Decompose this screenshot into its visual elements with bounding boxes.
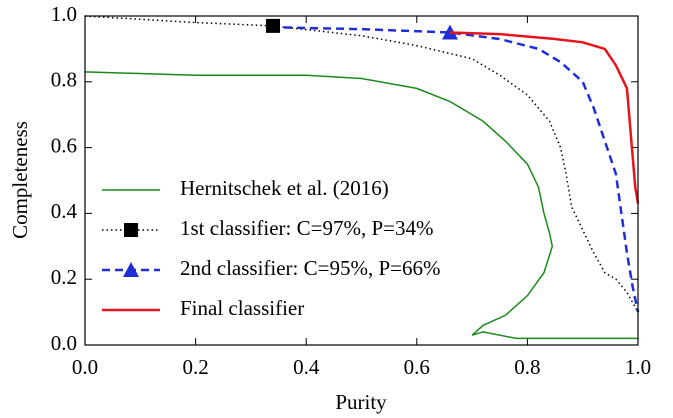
x-tick-label: 0.6 — [404, 355, 430, 379]
marker — [123, 262, 139, 277]
x-tick-label: 0.0 — [72, 355, 98, 379]
legend-label: Hernitschek et al. (2016) — [180, 176, 389, 200]
legend-label: Final classifier — [180, 296, 304, 320]
y-tick-label: 0.4 — [51, 199, 78, 223]
y-axis-label: Completeness — [8, 121, 32, 239]
legend-label: 2nd classifier: C=95%, P=66% — [180, 256, 441, 280]
x-axis-label: Purity — [335, 390, 387, 414]
series-line — [449, 31, 640, 204]
y-tick-label: 0.8 — [51, 68, 77, 92]
y-tick-label: 0.6 — [51, 133, 77, 157]
legend-label: 1st classifier: C=97%, P=34% — [180, 216, 434, 240]
plot-frame — [84, 15, 639, 346]
x-tick-label: 0.2 — [182, 355, 208, 379]
x-tick-label: 0.4 — [293, 355, 320, 379]
series-line — [84, 15, 639, 313]
marker — [266, 18, 281, 33]
x-tick-label: 0.8 — [514, 355, 540, 379]
y-tick-label: 0.0 — [51, 331, 77, 355]
y-tick-label: 0.2 — [51, 265, 77, 289]
marker — [441, 24, 458, 40]
series-line — [84, 71, 638, 340]
x-tick-label: 1.0 — [625, 355, 651, 379]
y-tick-label: 1.0 — [51, 2, 77, 26]
marker — [124, 223, 138, 237]
